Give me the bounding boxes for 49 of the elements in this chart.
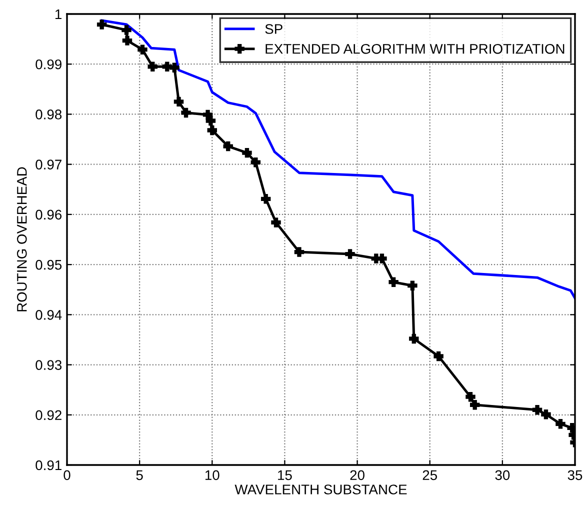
y-tick-label: 0.91 bbox=[36, 460, 62, 470]
point bbox=[377, 254, 387, 264]
point bbox=[148, 62, 158, 72]
y-axis-title: ROUTING OVERHEAD bbox=[16, 167, 27, 312]
point bbox=[532, 405, 542, 415]
y-tick-label: 0.93 bbox=[36, 360, 62, 370]
point bbox=[541, 410, 551, 420]
y-tick-label: 0.99 bbox=[36, 59, 62, 70]
point bbox=[223, 141, 233, 152]
point bbox=[174, 96, 184, 107]
y-tick-label: 0.98 bbox=[36, 110, 62, 120]
y-tick-label: 1 bbox=[55, 9, 62, 20]
point bbox=[345, 249, 355, 259]
legend-label: SP bbox=[265, 24, 282, 34]
x-tick-label: 35 bbox=[568, 470, 582, 480]
point bbox=[409, 334, 419, 344]
point bbox=[242, 148, 252, 158]
point bbox=[466, 392, 476, 402]
point bbox=[138, 44, 148, 54]
y-tick-label: 0.94 bbox=[36, 310, 62, 320]
legend-label: EXTENDED ALGORITHM WITH PRIOTIZATION bbox=[266, 44, 564, 54]
y-tick-label: 0.97 bbox=[36, 160, 62, 170]
x-tick-label: 0 bbox=[64, 470, 70, 480]
point bbox=[170, 62, 180, 72]
point bbox=[122, 25, 132, 35]
point bbox=[556, 419, 566, 429]
y-tick-label: 0.96 bbox=[36, 210, 62, 220]
point bbox=[96, 20, 107, 30]
point bbox=[206, 116, 216, 126]
point bbox=[434, 351, 444, 362]
point bbox=[250, 157, 261, 168]
x-tick-label: 25 bbox=[422, 470, 437, 480]
x-tick-label: 10 bbox=[205, 470, 220, 480]
x-axis-title: WAVELENTH SUBSTANCE bbox=[234, 484, 407, 494]
point bbox=[271, 218, 281, 228]
point bbox=[388, 277, 398, 287]
x-tick-label: 5 bbox=[136, 470, 143, 480]
y-tick-label: 0.95 bbox=[36, 260, 62, 270]
point bbox=[122, 36, 132, 46]
y-tick-label: 0.92 bbox=[36, 410, 62, 420]
point bbox=[207, 125, 218, 136]
point bbox=[408, 280, 418, 290]
x-tick-label: 20 bbox=[350, 470, 364, 480]
x-tick-label: 15 bbox=[278, 470, 292, 480]
point bbox=[294, 247, 304, 257]
point bbox=[181, 108, 191, 118]
x-tick-label: 30 bbox=[495, 470, 510, 480]
point bbox=[260, 194, 271, 204]
point bbox=[470, 400, 480, 410]
